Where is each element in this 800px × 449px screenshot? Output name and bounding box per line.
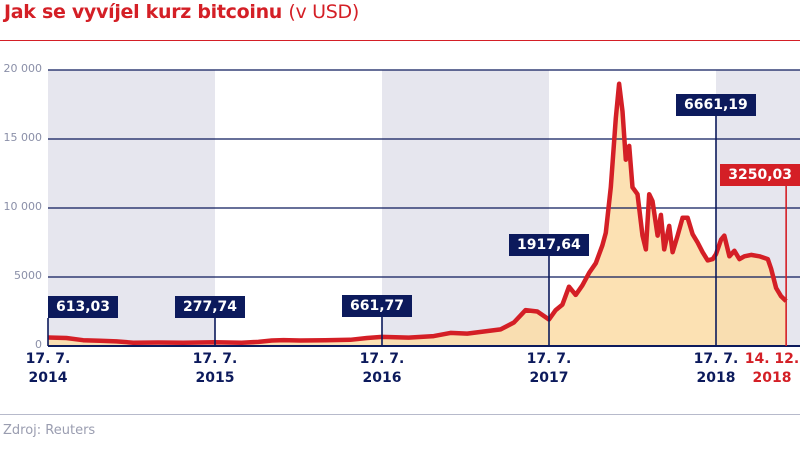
footer-divider [0,414,800,415]
x-tick-day: 14. 12. [744,351,800,367]
x-tick-day: 17. 7. [25,351,71,367]
value-callout: 6661,19 [676,94,756,116]
x-tick-year: 2018 [696,370,736,386]
x-tick-day: 17. 7. [192,351,238,367]
x-tick-year: 2014 [28,370,68,386]
y-tick-label: 0 [35,338,42,351]
x-tick-year: 2016 [362,370,402,386]
source-note: Zdroj: Reuters [3,423,96,438]
x-tick-day: 17. 7. [359,351,405,367]
x-tick-year: 2015 [195,370,235,386]
value-callout: 277,74 [175,296,246,318]
y-tick-label: 20 000 [3,62,43,75]
x-tick-label: 17. 7. 2016 [342,350,422,388]
series-line [47,81,788,346]
value-callout: 613,03 [48,296,119,318]
y-tick-label: 5000 [14,269,42,282]
x-tick-label: 17. 7. 2015 [175,350,255,388]
title-main: Jak se vyvíjel kurz bitcoinu [4,1,283,23]
value-callout: 1917,64 [509,234,589,256]
value-callout: 3250,03 [720,164,800,186]
y-tick-label: 15 000 [3,131,43,144]
x-tick-day: 17. 7. [526,351,572,367]
series-area [48,83,787,347]
x-tick-year: 2017 [529,370,569,386]
x-tick-label: 17. 7. 2017 [509,350,589,388]
value-callout: 661,77 [342,295,413,317]
x-tick-label: 17. 7. 2014 [8,350,88,388]
x-tick-label: 14. 12. 2018 [732,350,800,388]
chart-title: Jak se vyvíjel kurz bitcoinu (v USD) [4,1,359,23]
title-divider [0,40,800,41]
x-tick-day: 17. 7. [693,351,739,367]
x-tick-label: 17. 7. 2018 [676,350,756,388]
x-tick-year: 2018 [752,370,792,386]
title-unit: (v USD) [288,1,359,23]
y-tick-label: 10 000 [3,200,43,213]
